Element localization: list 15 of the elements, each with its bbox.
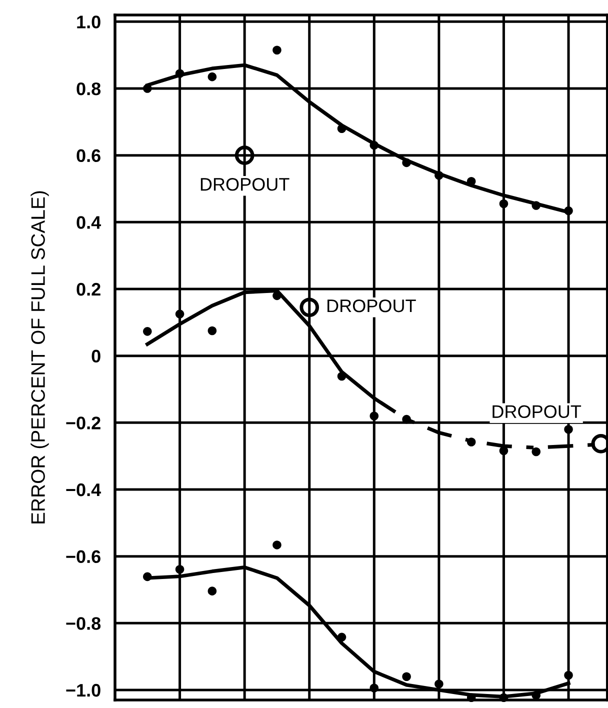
y-tick-label: 1.0 xyxy=(77,16,100,28)
y-axis-title: ERROR (PERCENT OF FULL SCALE) xyxy=(30,191,49,524)
annotation: DROPOUT xyxy=(492,405,582,418)
y-tick-label: 0.6 xyxy=(76,149,100,162)
y-tick-label: −1.0 xyxy=(66,684,100,697)
y-tick-label: 0.4 xyxy=(76,216,102,229)
y-tick-label: −0.2 xyxy=(66,416,100,430)
y-tick-label: −0.6 xyxy=(66,550,100,564)
y-tick-label: 0.8 xyxy=(76,82,101,96)
y-tick-label: −0.4 xyxy=(66,483,102,496)
y-tick-label: −0.8 xyxy=(66,617,101,630)
annotation: DROPOUT xyxy=(328,299,416,312)
y-tick-label: 0 xyxy=(92,350,100,363)
annotation: DROPOUT xyxy=(200,178,290,191)
y-tick-label: 0.2 xyxy=(76,282,100,296)
